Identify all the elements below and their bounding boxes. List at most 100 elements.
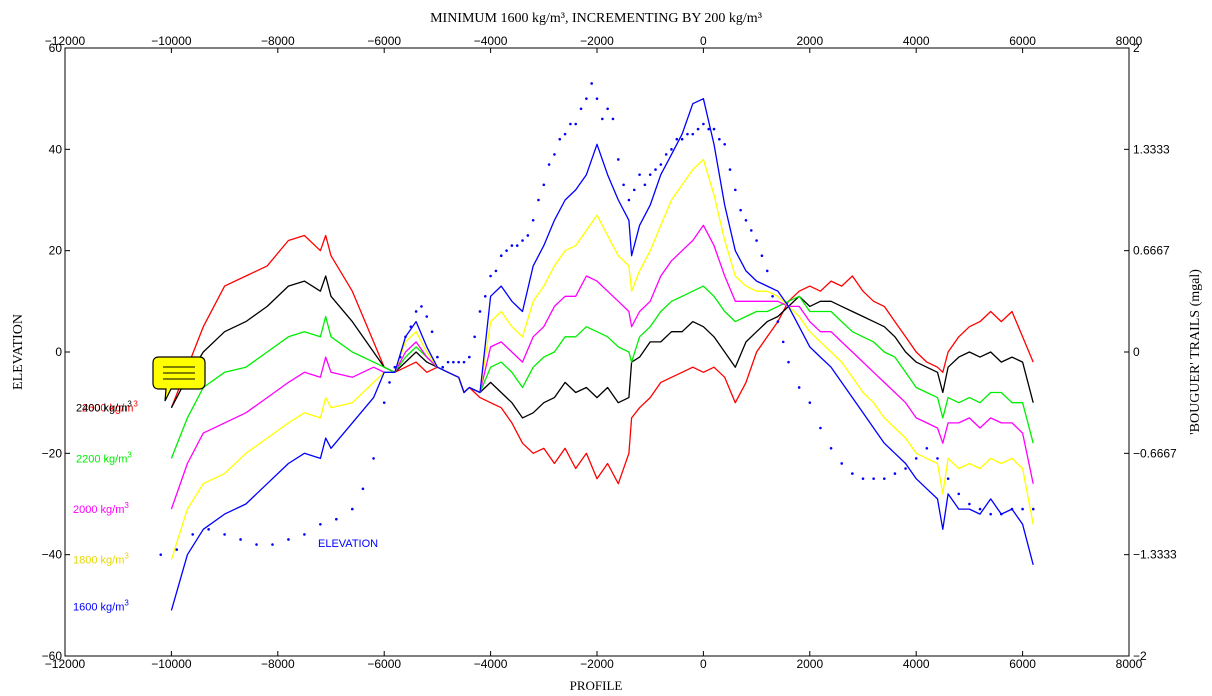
data-point: [723, 142, 726, 146]
x-tick-label-top: −4000: [474, 34, 508, 48]
data-point: [739, 208, 742, 212]
data-point: [563, 132, 567, 136]
data-point: [648, 173, 652, 176]
data-point: [606, 107, 609, 111]
data-point: [425, 315, 429, 318]
data-point: [595, 97, 599, 100]
data-point: [303, 533, 306, 536]
data-point: [452, 360, 455, 364]
data-point: [638, 173, 641, 176]
data-point: [675, 137, 679, 141]
data-point: [510, 244, 514, 247]
series-label-1800: 1800 kg/m3: [73, 552, 129, 567]
speech-bubble-note-icon[interactable]: [152, 356, 206, 402]
x-tick-label-bottom: −8000: [261, 657, 295, 671]
data-point: [590, 82, 593, 85]
data-point: [542, 183, 546, 187]
y-tick-label: −40: [42, 548, 63, 562]
data-point: [505, 249, 508, 252]
data-point: [1000, 512, 1003, 516]
data-point: [372, 457, 375, 460]
data-point: [350, 507, 354, 511]
data-point: [393, 365, 397, 369]
data-point: [537, 198, 540, 202]
y-tick-label: −60: [42, 649, 63, 663]
x-tick-label-top: 0: [700, 34, 707, 48]
data-point: [494, 269, 498, 273]
x-tick-label-top: −2000: [580, 34, 614, 48]
data-point: [904, 467, 907, 470]
y2-axis-label: 'BOUGUER' TRAILS (mgal): [1188, 269, 1203, 435]
data-point: [255, 543, 258, 546]
data-point: [893, 472, 897, 475]
y2-tick-label: −1.3333: [1133, 548, 1177, 562]
x-tick-label-bottom: 6000: [1009, 657, 1036, 671]
data-point: [1021, 507, 1024, 511]
y-axis-label: ELEVATION: [11, 314, 26, 390]
data-point: [946, 477, 950, 480]
data-point: [462, 360, 466, 364]
x-axis-label: PROFILE: [570, 678, 623, 693]
series-elevation-points: [159, 82, 1035, 556]
data-point: [765, 269, 769, 273]
data-point: [670, 148, 673, 151]
y2-tick-label: −2: [1133, 649, 1147, 663]
data-point: [1010, 507, 1014, 511]
data-point: [579, 107, 583, 111]
series-2600-kg-m3-line: [170, 234, 1034, 485]
data-point: [515, 244, 519, 247]
data-point: [707, 127, 711, 131]
data-point: [611, 117, 615, 121]
data-point: [776, 320, 780, 323]
x-tick-label-top: −12000: [45, 34, 86, 48]
data-point: [436, 355, 439, 359]
data-point: [526, 234, 530, 237]
y2-tick-label: 0.6667: [1133, 244, 1170, 258]
data-point: [691, 132, 695, 136]
data-point: [616, 158, 620, 161]
data-point: [473, 335, 476, 339]
data-point: [489, 274, 492, 278]
series-label-2200: 2200 kg/m3: [76, 450, 132, 465]
chart-title: MINIMUM 1600 kg/m³, INCREMENTING BY 200 …: [430, 11, 762, 26]
x-tick-label-top: −8000: [261, 34, 295, 48]
data-point: [728, 168, 732, 171]
data-point: [829, 446, 833, 450]
data-point: [718, 137, 721, 141]
data-point: [771, 294, 774, 298]
data-point: [553, 153, 556, 156]
data-point: [468, 355, 471, 359]
data-point: [585, 97, 588, 100]
data-point: [239, 538, 242, 541]
data-point: [558, 137, 562, 141]
x-tick-label-bottom: −10000: [151, 657, 192, 671]
data-point: [414, 310, 418, 313]
y-tick-label: −20: [42, 446, 63, 460]
series-1800-kg-m3-line: [170, 158, 1034, 560]
y2-tick-label: 1.3333: [1133, 142, 1170, 156]
chart-title-text: MINIMUM 1600 kg/m³, INCREMENTING BY 200 …: [430, 11, 762, 26]
x-tick-label-bottom: −6000: [367, 657, 401, 671]
data-point: [755, 239, 758, 242]
series-label-1600: 1600 kg/m3: [73, 598, 129, 613]
data-point: [499, 254, 503, 258]
data-point: [781, 340, 785, 344]
y-tick-label: 0: [55, 345, 62, 359]
x-tick-label-bottom: 8000: [1116, 657, 1143, 671]
data-point: [175, 548, 179, 551]
data-point: [643, 183, 647, 187]
data-point: [632, 188, 636, 192]
data-point: [851, 472, 854, 475]
data-point: [441, 365, 445, 369]
data-point: [882, 477, 886, 480]
series-2000-kg-m3-line: [170, 224, 1034, 510]
y2-tick-label: 2: [1133, 41, 1140, 55]
data-point: [627, 198, 631, 202]
data-point: [760, 254, 764, 258]
data-point: [840, 462, 844, 465]
x-tick-label-top: 8000: [1116, 34, 1143, 48]
data-point: [696, 127, 700, 131]
x-tick-label-top: −10000: [151, 34, 192, 48]
x-tick-label-top: 2000: [796, 34, 823, 48]
